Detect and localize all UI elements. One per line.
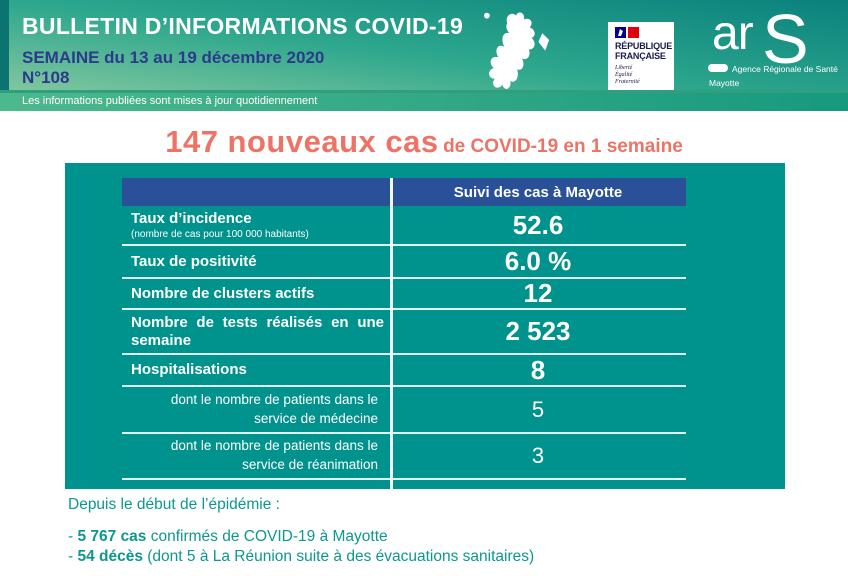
headline-context: de COVID-19 en 1 semaine: [443, 136, 683, 157]
total-deaths-rest: (dont 5 à La Réunion suite à des évacuat…: [142, 548, 535, 565]
rf-motto-liberte: Liberté: [615, 65, 633, 71]
ars-dash-icon: [708, 64, 728, 72]
flag-blue-block: [615, 27, 626, 38]
table-row-reanimation: dont le nombre de patients dans le servi…: [122, 434, 686, 480]
total-cases-rest: confirmés de COVID-19 à Mayotte: [146, 528, 388, 545]
row-label: Nombre de tests réalisés en une semaine: [131, 314, 384, 349]
headline: 147 nouveaux cas de COVID-19 en 1 semain…: [0, 124, 848, 160]
french-flag-icon: [615, 27, 670, 38]
ars-region-label: Mayotte: [709, 78, 740, 88]
row-label: Nombre de clusters actifs: [131, 284, 315, 302]
row-sublabel: (nombre de cas pour 100 000 habitants): [131, 228, 309, 240]
row-value: 5: [531, 396, 545, 422]
rf-motto: Liberté Égalité Fraternité: [615, 65, 670, 86]
total-deaths-bold: 54 décès: [77, 548, 143, 565]
dash: -: [68, 528, 78, 545]
rf-motto-fraternite: Fraternité: [615, 79, 640, 85]
table-row-positivity: Taux de positivité 6.0 %: [122, 246, 686, 279]
bulletin-week-subtitle: SEMAINE du 13 au 19 décembre 2020: [22, 48, 325, 67]
table-column-divider: [390, 178, 393, 489]
table-row-medecine: dont le nombre de patients dans le servi…: [122, 387, 686, 434]
epidemic-total-cases: - 5 767 cas confirmés de COVID-19 à Mayo…: [68, 527, 534, 547]
republique-francaise-logo: RÉPUBLIQUE FRANÇAISE Liberté Égalité Fra…: [608, 22, 674, 92]
row-value: 2 523: [505, 316, 571, 346]
header-update-note: Les informations publiées sont mises à j…: [22, 95, 318, 107]
dash: -: [68, 548, 78, 565]
rf-logo-line1: RÉPUBLIQUE: [615, 41, 673, 51]
table-row-hospitalisations: Hospitalisations 8: [122, 355, 686, 387]
epidemic-summary-intro: Depuis le début de l’épidémie :: [68, 496, 280, 513]
row-value: 6.0 %: [504, 246, 572, 276]
header-bottom-strip: Les informations publiées sont mises à j…: [0, 90, 848, 111]
ars-wordmark-s: S: [762, 0, 809, 78]
row-value: 8: [530, 354, 546, 385]
epidemic-total-deaths: - 54 décès (dont 5 à La Réunion suite à …: [68, 547, 534, 567]
bulletin-title: BULLETIN D’INFORMATIONS COVID-19: [22, 13, 464, 39]
table-row-tests: Nombre de tests réalisés en une semaine …: [122, 310, 686, 355]
row-value: 12: [523, 278, 553, 308]
rf-motto-egalite: Égalité: [615, 72, 633, 78]
rf-logo-line2: FRANÇAISE: [615, 51, 666, 61]
table-header-row: Suivi des cas à Mayotte: [122, 178, 686, 206]
header-banner: BULLETIN D’INFORMATIONS COVID-19 SEMAINE…: [0, 0, 848, 111]
row-label: Taux de positivité: [131, 252, 257, 270]
row-value: 52.6: [512, 209, 564, 240]
row-label: Hospitalisations: [131, 361, 247, 379]
table-header-empty-cell: [122, 178, 390, 206]
statistics-panel: Suivi des cas à Mayotte Taux d’incidence…: [65, 163, 785, 489]
flag-red-block: [628, 27, 639, 38]
row-value: 3: [531, 443, 545, 468]
mayotte-map-icon: [484, 12, 550, 101]
ars-wordmark-ar: ar: [712, 7, 754, 60]
bulletin-issue-number: N°108: [22, 68, 70, 87]
row-label: dont le nombre de patients dans le servi…: [170, 438, 378, 472]
row-label: dont le nombre de patients dans le servi…: [170, 391, 378, 426]
table-header-title: Suivi des cas à Mayotte: [453, 183, 623, 201]
table-row-incidence: Taux d’incidence (nombre de cas pour 100…: [122, 206, 686, 246]
header-left-accent-bar: [0, 0, 9, 111]
statistics-table: Suivi des cas à Mayotte Taux d’incidence…: [122, 178, 686, 480]
epidemic-summary: Depuis le début de l’épidémie : - 5 767 …: [68, 496, 534, 567]
table-row-clusters: Nombre de clusters actifs 12: [122, 278, 686, 310]
ars-tagline: Agence Régionale de Santé: [732, 64, 838, 74]
row-label: Taux d’incidence: [131, 210, 252, 228]
headline-new-cases: 147 nouveaux cas: [165, 124, 439, 159]
total-cases-bold: 5 767 cas: [77, 528, 147, 545]
ars-logo: ar S Agence Régionale de Santé Mayotte: [700, 4, 845, 98]
